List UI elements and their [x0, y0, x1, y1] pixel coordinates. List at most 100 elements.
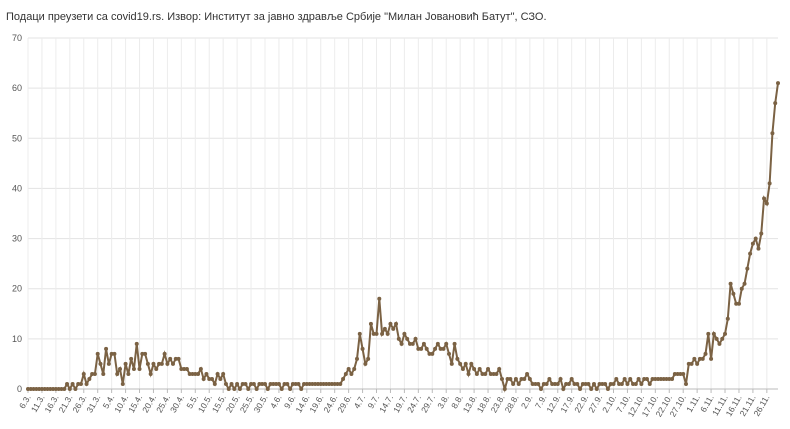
data-point	[527, 376, 532, 381]
data-point	[65, 381, 70, 386]
x-tick-label: 4.6.	[268, 393, 284, 410]
data-point	[304, 381, 309, 386]
data-point	[441, 346, 446, 351]
data-point	[683, 381, 688, 386]
data-point	[81, 371, 86, 376]
data-point	[165, 361, 170, 366]
data-point	[419, 346, 424, 351]
data-point	[650, 376, 655, 381]
data-point	[87, 376, 92, 381]
data-point	[354, 356, 359, 361]
y-tick-label: 70	[12, 33, 22, 43]
data-point	[575, 381, 580, 386]
data-point	[126, 371, 131, 376]
x-tick-label: 3.8.	[435, 393, 451, 410]
data-point	[402, 331, 407, 336]
data-point	[611, 381, 616, 386]
data-point	[98, 361, 103, 366]
data-point	[176, 356, 181, 361]
data-point	[480, 371, 485, 376]
data-point	[430, 351, 435, 356]
data-point	[511, 381, 516, 386]
data-point	[639, 381, 644, 386]
data-point	[257, 381, 262, 386]
x-tick-label: 28.8.	[503, 393, 521, 414]
data-point	[42, 387, 47, 391]
data-point	[614, 376, 619, 381]
data-point	[681, 371, 686, 376]
y-tick-label: 20	[12, 284, 22, 294]
data-point	[315, 381, 320, 386]
data-point	[391, 326, 396, 331]
data-point	[435, 341, 440, 346]
data-point	[472, 366, 477, 371]
data-point	[580, 381, 585, 386]
y-tick-label: 40	[12, 183, 22, 193]
data-point	[748, 251, 753, 256]
data-point	[600, 381, 605, 386]
data-point	[368, 321, 373, 326]
data-point	[48, 387, 53, 391]
data-point	[212, 381, 217, 386]
data-point	[494, 371, 499, 376]
data-point	[686, 361, 691, 366]
data-point	[767, 181, 772, 186]
data-point	[449, 361, 454, 366]
data-point	[59, 387, 64, 391]
data-point	[51, 387, 56, 391]
data-point	[723, 331, 728, 336]
data-point	[343, 371, 348, 376]
data-point	[207, 376, 212, 381]
data-point	[313, 381, 318, 386]
data-point	[173, 356, 178, 361]
data-point	[438, 346, 443, 351]
data-point	[578, 387, 583, 391]
data-point	[555, 381, 560, 386]
data-point	[661, 376, 666, 381]
data-point	[120, 381, 125, 386]
data-point	[410, 341, 415, 346]
x-tick-label: 2.9.	[519, 393, 535, 410]
data-point	[653, 376, 658, 381]
data-point	[589, 387, 594, 391]
data-point	[497, 366, 502, 371]
data-point	[636, 376, 641, 381]
data-point	[407, 341, 412, 346]
data-point	[488, 371, 493, 376]
data-point	[265, 387, 270, 391]
data-point	[193, 371, 198, 376]
data-point	[90, 371, 95, 376]
data-point	[566, 381, 571, 386]
data-point	[711, 331, 716, 336]
y-tick-label: 0	[17, 384, 22, 394]
data-point	[486, 366, 491, 371]
data-point	[274, 381, 279, 386]
data-point	[70, 381, 75, 386]
data-point	[539, 387, 544, 391]
data-point	[776, 81, 780, 86]
data-point	[143, 351, 148, 356]
data-point	[39, 387, 44, 391]
data-point	[366, 356, 371, 361]
data-point	[552, 381, 557, 386]
data-point	[218, 376, 223, 381]
data-point	[288, 387, 293, 391]
data-point	[594, 387, 599, 391]
data-point	[204, 371, 209, 376]
data-point	[516, 381, 521, 386]
x-tick-label: 1.11.	[684, 393, 702, 414]
data-point	[608, 381, 613, 386]
data-point	[508, 376, 513, 381]
data-point	[324, 381, 329, 386]
data-point	[759, 231, 764, 236]
data-point	[558, 376, 563, 381]
data-point	[564, 381, 569, 386]
data-point	[756, 246, 761, 251]
data-point	[692, 356, 697, 361]
data-point	[427, 351, 432, 356]
data-point	[131, 366, 136, 371]
data-point	[519, 376, 524, 381]
data-point	[455, 356, 460, 361]
y-tick-label: 60	[12, 83, 22, 93]
